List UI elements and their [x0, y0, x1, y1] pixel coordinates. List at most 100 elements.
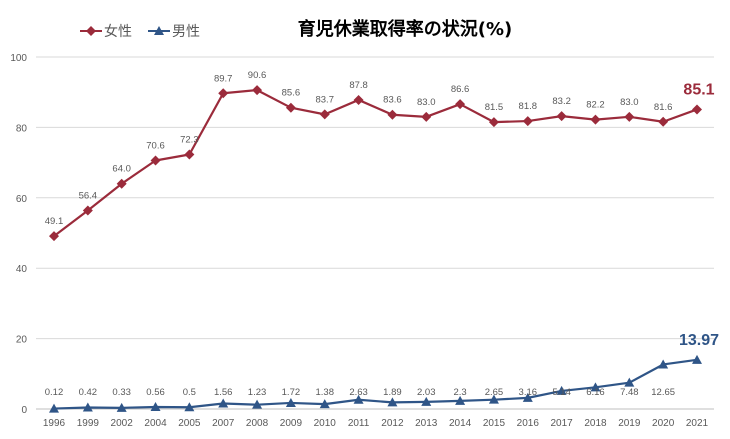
male-point: [658, 359, 669, 369]
male-point: [353, 394, 364, 404]
female-data-label: 64.0: [112, 164, 131, 175]
male-data-label: 6.16: [586, 387, 605, 398]
x-tick-label: 2009: [280, 418, 303, 429]
x-tick-label: 2021: [686, 418, 709, 429]
female-data-label: 85.6: [282, 88, 301, 99]
y-tick-label: 100: [10, 53, 27, 64]
female-data-label: 81.5: [485, 102, 504, 113]
x-tick-label: 2002: [111, 418, 134, 429]
female-data-label: 83.2: [552, 96, 571, 107]
x-tick-label: 2019: [618, 418, 641, 429]
legend-male-marker: [154, 26, 164, 35]
male-point: [116, 402, 127, 412]
male-data-label: 1.38: [315, 387, 334, 398]
male-data-label: 13.97: [679, 332, 719, 349]
female-point: [353, 94, 364, 105]
female-data-label: 81.8: [519, 101, 538, 112]
male-point: [285, 397, 296, 407]
male-point: [184, 402, 195, 412]
x-tick-label: 2014: [449, 418, 472, 429]
male-data-label: 12.65: [651, 387, 675, 398]
female-point: [624, 111, 635, 122]
y-tick-label: 40: [16, 264, 28, 275]
x-tick-label: 2008: [246, 418, 269, 429]
female-point: [150, 155, 161, 166]
female-point: [82, 205, 93, 216]
female-point: [692, 104, 702, 115]
male-point: [590, 382, 601, 392]
male-data-label: 0.5: [183, 387, 196, 398]
female-data-label: 85.1: [683, 81, 714, 98]
female-data-label: 90.6: [248, 70, 267, 81]
female-data-label: 86.6: [451, 84, 470, 95]
female-point: [319, 109, 330, 120]
female-series-line: [53, 88, 698, 238]
male-point: [49, 403, 59, 413]
male-point: [252, 399, 263, 409]
female-point: [184, 149, 195, 160]
data-labels: 49.1 56.4 64.0 70.6 72.3 89.7 90.6 85.6 83.7 87.8…: [45, 70, 719, 398]
male-point: [319, 399, 330, 409]
female-point: [488, 117, 499, 128]
series: [49, 85, 702, 413]
x-tick-label: 2013: [415, 418, 438, 429]
legend-female-label: 女性: [104, 23, 132, 40]
female-data-label: 83.6: [383, 95, 402, 106]
female-data-label: 89.7: [214, 73, 233, 84]
male-data-label: 1.23: [248, 387, 267, 398]
x-tick-label: 2007: [212, 418, 235, 429]
female-data-label: 81.6: [654, 102, 673, 113]
x-tick-label: 2011: [348, 418, 370, 429]
female-point: [252, 85, 263, 96]
female-data-label: 87.8: [349, 80, 368, 91]
male-data-label: 1.72: [282, 387, 301, 398]
male-data-label: 7.48: [620, 387, 639, 398]
male-data-label: 0.33: [112, 387, 131, 398]
legend-female-marker: [86, 26, 96, 36]
male-data-label: 0.42: [79, 387, 98, 398]
female-data-label: 70.6: [146, 140, 165, 151]
female-point: [658, 116, 669, 127]
male-data-label: 2.03: [417, 387, 436, 398]
x-tick-label: 2016: [517, 418, 540, 429]
female-data-label: 83.7: [315, 94, 334, 105]
female-point: [387, 109, 398, 120]
chart-title: 育児休業取得率の状況(%): [298, 18, 513, 40]
male-point: [421, 396, 432, 406]
male-data-label: 2.63: [349, 387, 368, 398]
x-axis: 1996 1999 2002 2004 2005 2007 2008 2009 2010 2011…: [43, 418, 709, 429]
y-tick-label: 20: [16, 335, 28, 346]
female-point: [522, 116, 533, 127]
female-point: [455, 99, 466, 110]
legend-male-label: 男性: [172, 24, 200, 40]
y-axis: 0 20 40 60 80 100: [10, 53, 27, 416]
male-point: [488, 394, 499, 404]
male-point: [82, 402, 93, 412]
female-point: [218, 88, 229, 99]
male-data-label: 1.56: [214, 387, 233, 398]
female-point: [49, 231, 59, 242]
male-data-label: 0.12: [45, 387, 64, 398]
male-data-label: 3.16: [519, 387, 538, 398]
female-data-label: 56.4: [79, 190, 98, 201]
male-point: [556, 385, 567, 395]
female-data-label: 83.0: [417, 97, 436, 108]
x-tick-label: 2012: [381, 418, 404, 429]
male-point: [150, 402, 161, 412]
x-tick-label: 1996: [43, 418, 66, 429]
female-point: [590, 114, 601, 125]
gridlines: [36, 56, 714, 410]
female-point: [285, 102, 296, 113]
female-data-label: 83.0: [620, 97, 639, 108]
male-point: [624, 377, 635, 387]
male-data-label: 0.56: [146, 387, 165, 398]
x-tick-label: 2005: [178, 418, 201, 429]
male-point: [455, 395, 466, 405]
male-point: [522, 392, 533, 402]
female-data-label: 82.2: [586, 100, 605, 111]
female-data-label: 72.3: [180, 135, 199, 146]
male-series-line: [53, 358, 698, 410]
x-tick-label: 2018: [584, 418, 607, 429]
x-tick-label: 2004: [144, 418, 167, 429]
